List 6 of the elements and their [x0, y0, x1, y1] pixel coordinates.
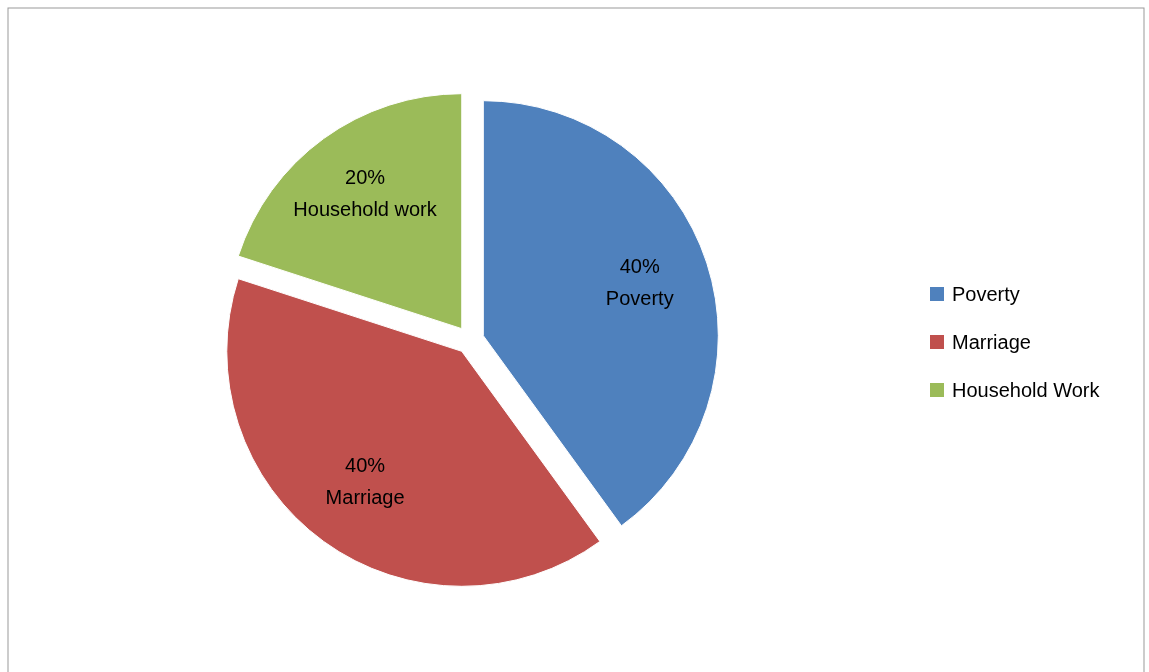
- data-label: 40% Poverty: [605, 254, 674, 309]
- data-label: 20% Household work: [293, 165, 438, 220]
- legend-label: Household Work: [952, 379, 1101, 401]
- data-label: 40% Marriage: [325, 454, 405, 509]
- legend-label: Poverty: [952, 283, 1020, 305]
- legend-label: Marriage: [952, 331, 1031, 353]
